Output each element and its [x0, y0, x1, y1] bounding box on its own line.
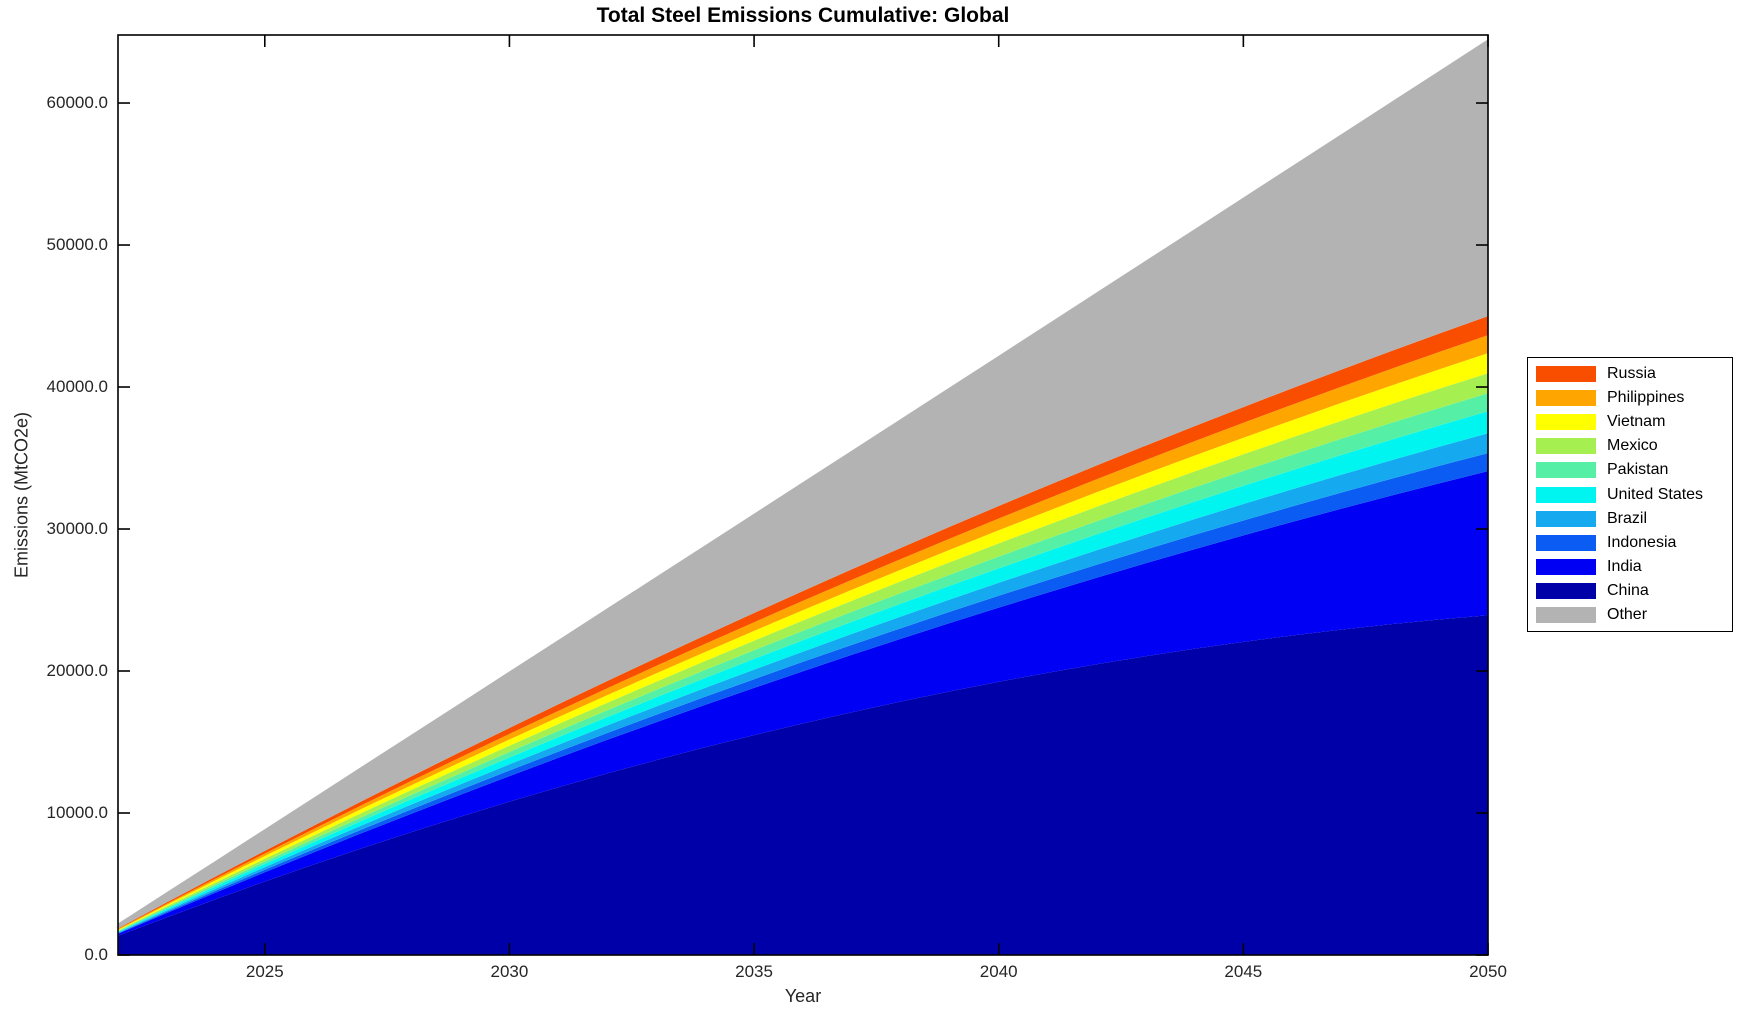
legend-swatch: [1536, 438, 1596, 455]
y-tick-label: 30000.0: [46, 519, 108, 538]
area-series-mexico: [118, 373, 1488, 932]
legend-item-other: Other: [1528, 603, 1732, 627]
legend-swatch: [1536, 462, 1596, 479]
axes-box: [117, 34, 1489, 956]
area-series-indonesia: [118, 453, 1488, 934]
legend-item-india: India: [1528, 555, 1732, 579]
legend-swatch: [1536, 366, 1596, 383]
legend-label: Other: [1607, 605, 1648, 623]
y-tick-label: 20000.0: [46, 661, 108, 680]
area-series-india: [118, 471, 1488, 936]
legend-label: Vietnam: [1607, 413, 1666, 431]
legend-label: India: [1607, 557, 1642, 575]
legend-label: Pakistan: [1607, 461, 1669, 479]
legend-swatch: [1536, 558, 1596, 575]
legend-swatch: [1536, 486, 1596, 503]
x-tick-label: 2030: [490, 962, 529, 981]
legend-item-indonesia: Indonesia: [1528, 531, 1732, 555]
legend-swatch: [1536, 582, 1596, 599]
x-tick-label: 2025: [245, 962, 284, 981]
legend-label: United States: [1607, 485, 1704, 503]
area-series-pakistan: [118, 393, 1488, 932]
y-tick-label: 60000.0: [46, 93, 108, 113]
legend-swatch: [1536, 414, 1596, 431]
area-series-russia: [118, 316, 1488, 930]
legend-swatch: [1536, 390, 1596, 407]
legend-label: Indonesia: [1607, 533, 1677, 551]
legend-label: China: [1607, 581, 1649, 599]
area-series-other: [118, 39, 1488, 929]
legend-swatch: [1536, 606, 1596, 623]
legend-label: Russia: [1607, 365, 1656, 383]
y-tick-label: 50000.0: [46, 235, 108, 254]
legend-item-china: China: [1528, 579, 1732, 603]
chart-title: Total Steel Emissions Cumulative: Global: [596, 4, 1010, 27]
area-series-philippines: [118, 335, 1488, 930]
legend-swatch: [1536, 510, 1596, 527]
y-tick-label: 10000.0: [46, 803, 108, 822]
legend-item-pakistan: Pakistan: [1528, 458, 1732, 482]
legend-label: Philippines: [1607, 389, 1685, 407]
y-axis-label: Emissions (MtCO2e): [11, 411, 32, 579]
area-series-china: [118, 615, 1488, 955]
area-series-vietnam: [118, 353, 1488, 931]
legend-item-russia: Russia: [1528, 362, 1732, 386]
legend-item-brazil: Brazil: [1528, 507, 1732, 531]
legend-item-vietnam: Vietnam: [1528, 410, 1732, 434]
legend-item-mexico: Mexico: [1528, 434, 1732, 458]
x-tick-label: 2045: [1224, 962, 1263, 981]
area-series-brazil: [118, 433, 1488, 934]
legend-item-philippines: Philippines: [1528, 386, 1732, 410]
x-axis-label: Year: [784, 986, 822, 1006]
legend-swatch: [1536, 534, 1596, 551]
legend-label: Mexico: [1607, 437, 1658, 455]
legend-item-united-states: United States: [1528, 482, 1732, 506]
x-tick-label: 2040: [979, 962, 1018, 981]
y-tick-label: 0.0: [84, 945, 108, 964]
y-tick-label: 40000.0: [46, 377, 108, 396]
area-series-united-states: [118, 411, 1488, 933]
legend-label: Brazil: [1607, 509, 1648, 527]
x-tick-label: 2050: [1469, 962, 1507, 981]
x-tick-label: 2035: [735, 962, 773, 981]
legend: Russia Philippines Vietnam Mexico Pakistan Un…: [1527, 357, 1733, 632]
